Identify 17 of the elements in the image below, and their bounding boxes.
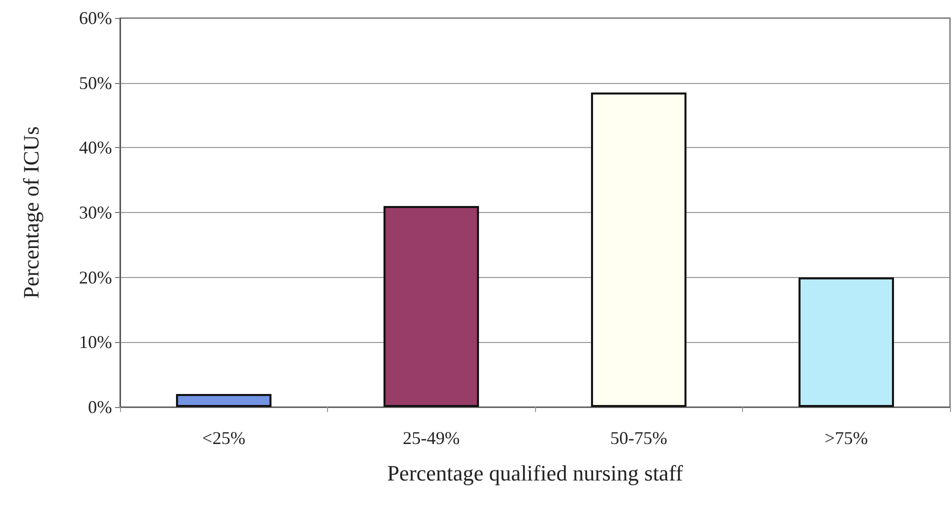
y-tick-label: 60% [79,8,112,28]
x-tick-label: 25-49% [402,428,460,448]
bar [798,277,894,407]
y-axis-title: Percentage of ICUs [18,126,44,299]
y-tick-label: 30% [79,202,112,222]
x-tick-label: <25% [202,428,246,448]
x-tick-label: 50-75% [610,428,668,448]
x-tick-label: >75% [824,428,868,448]
bar [176,394,272,407]
x-axis-title: Percentage qualified nursing staff [387,460,684,486]
y-tick-label: 0% [88,397,112,417]
bar [384,206,479,407]
y-tick-label: 50% [79,72,112,93]
y-tick-label: 40% [79,138,112,158]
bar [591,92,686,407]
y-tick-label: 20% [79,267,112,288]
y-tick-label: 10% [79,332,112,352]
